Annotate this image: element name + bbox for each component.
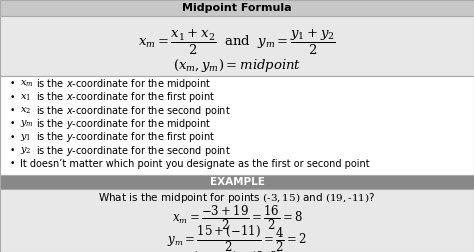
Text: $y_2$: $y_2$ — [20, 145, 31, 156]
Text: What is the midpoint for points $(\text{-}3, 15)$ and $(19, \text{-}11)$?: What is the midpoint for points $(\text{… — [98, 191, 376, 205]
Text: is the $\mathit{x}$-coordinate for the second point: is the $\mathit{x}$-coordinate for the s… — [33, 104, 231, 118]
Text: $x_m$: $x_m$ — [20, 79, 34, 89]
Text: •: • — [9, 119, 15, 129]
Text: $x_m = \dfrac{-3 + 19}{2} = \dfrac{16}{2} = 8$: $x_m = \dfrac{-3 + 19}{2} = \dfrac{16}{2… — [172, 204, 302, 232]
Bar — [0, 175, 474, 189]
Text: •: • — [9, 159, 15, 168]
Bar — [0, 0, 474, 16]
Text: is the $\mathit{x}$-coordinate for the midpoint: is the $\mathit{x}$-coordinate for the m… — [33, 77, 211, 91]
Text: $(x_m, y_m) = \mathit{midpoint}$: $(x_m, y_m) = \mathit{midpoint}$ — [173, 57, 301, 75]
Text: is the $\mathit{y}$-coordinate for the first point: is the $\mathit{y}$-coordinate for the f… — [33, 130, 215, 144]
Text: •: • — [9, 79, 15, 88]
Bar — [0, 189, 474, 252]
Text: •: • — [9, 133, 15, 142]
Bar — [0, 16, 474, 76]
Text: EXAMPLE: EXAMPLE — [210, 177, 264, 187]
Text: $(x_m, y_m) = (8, 2)$: $(x_m, y_m) = (8, 2)$ — [192, 248, 282, 252]
Text: Midpoint Formula: Midpoint Formula — [182, 3, 292, 13]
Text: •: • — [9, 93, 15, 102]
Text: is the $\mathit{x}$-coordinate for the first point: is the $\mathit{x}$-coordinate for the f… — [33, 90, 215, 104]
Text: $y_m$: $y_m$ — [20, 118, 34, 129]
Text: $x_1$: $x_1$ — [20, 92, 31, 103]
Text: $x_2$: $x_2$ — [20, 105, 31, 116]
Text: •: • — [9, 146, 15, 155]
Text: is the $\mathit{y}$-coordinate for the midpoint: is the $\mathit{y}$-coordinate for the m… — [33, 117, 211, 131]
Text: •: • — [9, 106, 15, 115]
Text: $x_m = \dfrac{x_1 + x_2}{2}\ \ \mathrm{and}\ \ y_m = \dfrac{y_1 + y_2}{2}$: $x_m = \dfrac{x_1 + x_2}{2}\ \ \mathrm{a… — [138, 27, 336, 56]
Text: $y_1$: $y_1$ — [20, 132, 31, 143]
Text: It doesn’t matter which point you designate as the first or second point: It doesn’t matter which point you design… — [20, 159, 370, 169]
Bar — [0, 76, 474, 175]
Text: $y_m = \dfrac{15 + (-11)}{2} = \dfrac{4}{2} = 2$: $y_m = \dfrac{15 + (-11)}{2} = \dfrac{4}… — [167, 224, 307, 252]
Text: is the $\mathit{y}$-coordinate for the second point: is the $\mathit{y}$-coordinate for the s… — [33, 143, 231, 158]
